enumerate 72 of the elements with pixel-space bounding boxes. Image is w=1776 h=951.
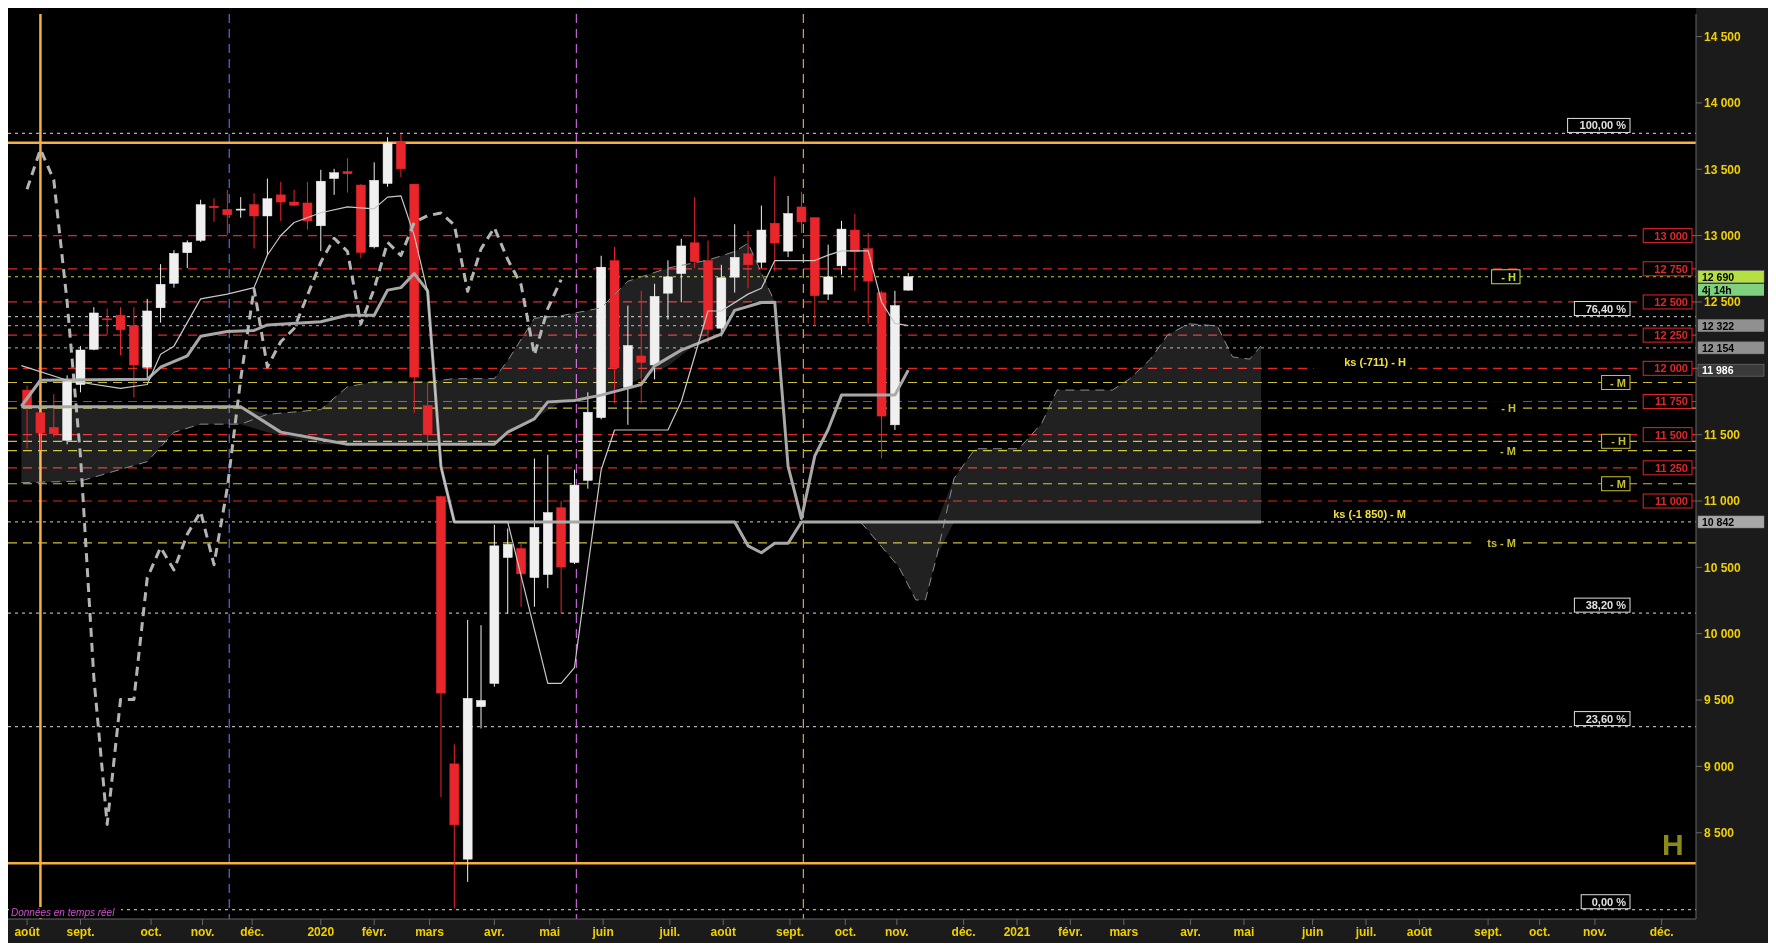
y-tick-label: 13 500 — [1704, 162, 1742, 177]
ref-line-label: 12 500 — [1654, 295, 1688, 308]
annotation: 38,20 % — [1585, 599, 1627, 612]
ref-line-label: 12 250 — [1654, 329, 1688, 342]
y-tick-label: 14 000 — [1704, 96, 1742, 111]
annotation: - H — [1501, 270, 1517, 283]
x-tick-label: mai — [539, 924, 561, 939]
x-tick-label: 2020 — [307, 924, 335, 939]
ref-line-label: - M — [1610, 376, 1626, 389]
x-tick-label: févr. — [361, 924, 387, 939]
ref-line-label: - H — [1501, 402, 1517, 415]
annotation: ks (-711) - H — [1344, 356, 1407, 369]
x-tick-label: déc. — [951, 924, 976, 939]
x-tick-label: juil. — [1354, 924, 1377, 939]
y-tick-label: 12 500 — [1704, 295, 1742, 310]
text: 11 986 — [1702, 364, 1734, 377]
x-tick-label: juin — [591, 924, 614, 939]
annotation: 76,40 % — [1585, 302, 1627, 315]
annotation: 0,00 % — [1591, 895, 1627, 908]
x-tick-label: août — [710, 924, 736, 939]
ref-line-label: 11 750 — [1654, 395, 1688, 408]
x-tick-label: avr. — [1180, 924, 1201, 939]
x-tick-label: oct. — [140, 924, 162, 939]
x-tick-label: sept. — [776, 924, 805, 939]
ref-line-label: 13 000 — [1654, 229, 1688, 242]
ref-line-label: - H — [1611, 435, 1627, 448]
x-tick-label: déc. — [240, 924, 265, 939]
text: 4j 14h — [1702, 283, 1732, 296]
y-tick-label: 11 000 — [1704, 494, 1741, 509]
ref-line-label: 12 154 — [1702, 341, 1735, 354]
x-tick-label: févr. — [1058, 924, 1083, 939]
x-tick-label: nov. — [1583, 924, 1607, 939]
y-tick-label: 11 500 — [1704, 427, 1741, 442]
x-tick-label: juil. — [658, 924, 681, 939]
y-tick-label: 13 000 — [1704, 228, 1742, 243]
x-tick-label: sept. — [1474, 924, 1503, 939]
x-tick-label: mars — [1109, 924, 1139, 939]
ref-line-label: 11 250 — [1654, 461, 1688, 474]
ref-line-label: 11 000 — [1654, 495, 1688, 507]
x-tick-label: août — [14, 924, 40, 939]
y-tick-label: 9 000 — [1704, 759, 1735, 774]
x-tick-label: juin — [1300, 924, 1324, 939]
annotation: 100,00 % — [1579, 119, 1627, 132]
x-tick-label: oct. — [834, 924, 856, 939]
ref-line-label: 10 842 — [1702, 515, 1735, 528]
annotation: 23,60 % — [1585, 712, 1627, 725]
x-tick-label: sept. — [66, 924, 95, 939]
annotation: H — [1662, 828, 1684, 862]
ref-line-label: 12 750 — [1654, 262, 1688, 275]
annotation: Données en temps réel — [11, 907, 116, 918]
x-tick-label: déc. — [1649, 924, 1674, 939]
annotation: ks (-1 850) - M — [1333, 507, 1406, 520]
ref-line-label: - M — [1610, 477, 1626, 490]
x-tick-label: oct. — [1528, 924, 1551, 939]
x-tick-label: avr. — [484, 924, 505, 939]
ref-line-label: 11 500 — [1654, 428, 1688, 441]
x-tick-label: mars — [415, 924, 445, 939]
ref-line-label: 12 690 — [1702, 270, 1735, 283]
y-tick-label: 8 500 — [1704, 826, 1735, 841]
y-tick-label: 10 500 — [1704, 560, 1742, 575]
ref-line-label: 12 322 — [1702, 319, 1735, 332]
ref-line-label: 12 000 — [1654, 362, 1688, 375]
x-tick-label: août — [1406, 924, 1433, 939]
y-tick-label: 14 500 — [1704, 29, 1742, 44]
x-tick-label: 2021 — [1003, 924, 1031, 939]
ref-line-label: ts - M — [1487, 536, 1516, 549]
x-tick-label: nov. — [884, 924, 909, 939]
x-tick-label: nov. — [190, 924, 215, 939]
ref-line-label: - M — [1500, 444, 1516, 457]
y-tick-label: 9 500 — [1704, 693, 1735, 708]
x-tick-label: mai — [1233, 924, 1255, 939]
y-tick-label: 10 000 — [1704, 626, 1742, 641]
